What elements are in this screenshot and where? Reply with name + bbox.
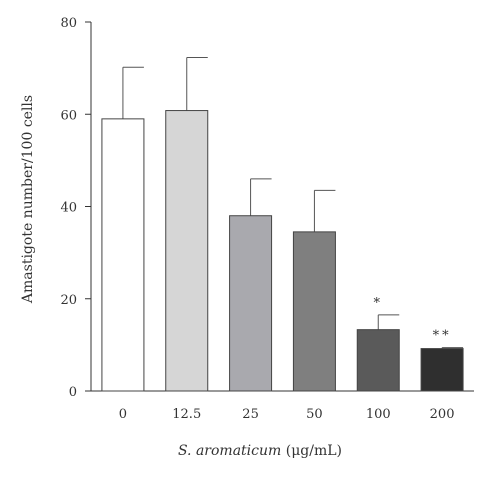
bar-100 bbox=[356, 329, 400, 392]
x-tick-label: 0 bbox=[119, 407, 127, 422]
significance-mark: ** bbox=[433, 329, 452, 344]
x-tick-label: 50 bbox=[306, 407, 323, 422]
x-axis-label: S. aromaticum (μg/mL) bbox=[178, 443, 342, 459]
x-tick-label: 25 bbox=[242, 407, 259, 422]
bar-12.5 bbox=[165, 110, 209, 392]
x-tick-label: 200 bbox=[430, 407, 455, 422]
y-tick-label: 80 bbox=[60, 16, 77, 31]
bars: *** bbox=[101, 57, 464, 392]
y-tick-label: 40 bbox=[60, 201, 77, 216]
y-tick-label: 60 bbox=[60, 108, 77, 123]
x-tick-label: 12.5 bbox=[172, 407, 201, 422]
bar-200 bbox=[420, 348, 464, 392]
x-axis-label-unit: (μg/mL) bbox=[281, 443, 342, 459]
bar-25 bbox=[229, 215, 273, 392]
bar-0 bbox=[101, 118, 145, 392]
y-tick-label: 20 bbox=[60, 293, 77, 308]
y-axis: 0 20 40 60 80 bbox=[60, 16, 92, 400]
significance-mark: * bbox=[374, 296, 384, 311]
y-tick-label: 0 bbox=[69, 385, 77, 400]
y-axis-label: Amastigote number/100 cells bbox=[20, 95, 36, 304]
x-tick-label: 100 bbox=[366, 407, 391, 422]
x-axis: 0 12.5 25 50 100 200 bbox=[91, 390, 474, 422]
x-axis-label-italic: S. aromaticum bbox=[178, 443, 281, 459]
bar-50 bbox=[292, 231, 336, 392]
